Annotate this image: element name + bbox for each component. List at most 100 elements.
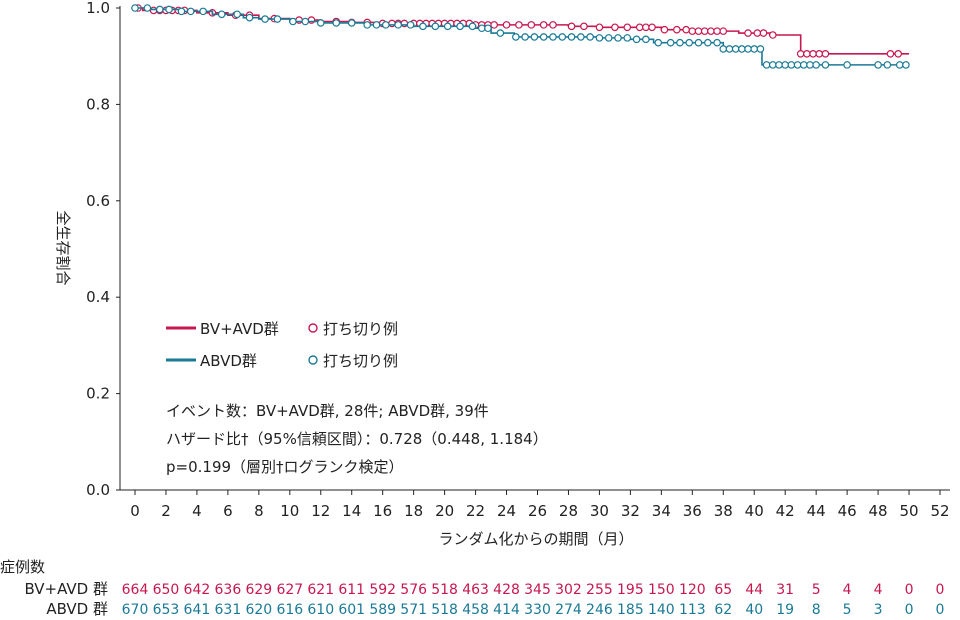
- censor-marker-abvd: [812, 61, 820, 69]
- censor-marker-abvd: [781, 61, 789, 69]
- x-axis-label: ランダム化からの期間（月）: [438, 530, 633, 548]
- censor-marker-abvd: [332, 19, 341, 27]
- risk-value: 631: [215, 602, 242, 618]
- censor-marker-bv-avd: [796, 49, 805, 58]
- censor-marker-abvd: [301, 17, 310, 26]
- censor-marker-abvd: [394, 21, 402, 29]
- legend-censor-marker-bv: [308, 323, 318, 333]
- x-tick-label: 40: [745, 502, 764, 520]
- censor-marker-abvd: [769, 61, 777, 69]
- x-tick-label: 32: [621, 502, 640, 520]
- x-tick-label: 8: [254, 502, 264, 520]
- censor-marker-bv-avd: [580, 22, 588, 31]
- censor-marker-abvd: [586, 33, 594, 41]
- censor-marker-abvd: [165, 5, 173, 14]
- x-tick-label: 22: [466, 502, 485, 520]
- x-tick-label: 36: [683, 502, 702, 520]
- risk-value: 664: [122, 582, 149, 598]
- censor-marker-abvd: [725, 45, 734, 53]
- censor-marker-abvd: [372, 21, 381, 29]
- censor-marker-bv-avd: [567, 22, 576, 31]
- censor-marker-abvd: [431, 22, 440, 31]
- censor-marker-abvd: [316, 19, 325, 27]
- censor-marker-abvd: [614, 34, 622, 42]
- risk-value: 5: [843, 602, 852, 618]
- x-tick-label: 14: [342, 502, 361, 520]
- risk-value: 621: [307, 582, 334, 598]
- risk-value: 518: [431, 602, 458, 618]
- censor-marker-abvd: [744, 45, 752, 53]
- risk-value: 642: [184, 582, 211, 598]
- risk-value: 653: [153, 602, 180, 618]
- censor-marker-abvd: [821, 61, 830, 69]
- risk-value: 5: [812, 582, 821, 598]
- censor-marker-abvd: [530, 33, 539, 41]
- censor-marker-abvd: [595, 34, 604, 42]
- risk-value: 4: [843, 582, 852, 598]
- risk-value: 185: [617, 602, 644, 618]
- risk-value: 302: [555, 582, 582, 598]
- risk-value: 616: [276, 602, 303, 618]
- censor-marker-bv-avd: [549, 21, 557, 29]
- censor-marker-bv-avd: [502, 21, 511, 29]
- risk-value: 611: [338, 582, 365, 598]
- censor-marker-abvd: [567, 33, 576, 41]
- x-tick-label: 20: [435, 502, 454, 520]
- x-tick-label: 24: [497, 502, 516, 520]
- censor-marker-abvd: [131, 4, 139, 12]
- censor-marker-abvd: [521, 33, 529, 41]
- x-tick-label: 52: [930, 502, 949, 520]
- censor-marker-bv-avd: [539, 21, 548, 29]
- risk-value: 463: [462, 582, 489, 598]
- censor-marker-abvd: [347, 19, 356, 27]
- x-tick-label: 38: [714, 502, 733, 520]
- risk-value: 610: [307, 602, 334, 618]
- y-tick-label: 0.4: [86, 288, 110, 306]
- censor-marker-bv-avd: [595, 23, 604, 32]
- censor-marker-abvd: [496, 29, 505, 37]
- y-axis-label: 全生存割合: [54, 210, 72, 285]
- censor-marker-abvd: [623, 34, 632, 42]
- censor-marker-abvd: [843, 61, 851, 69]
- risk-value: 40: [745, 602, 763, 618]
- censor-marker-abvd: [883, 61, 892, 69]
- legend-censor-label-bv: 打ち切り例: [323, 320, 398, 338]
- censor-marker-abvd: [642, 35, 650, 44]
- censor-marker-abvd: [577, 33, 585, 41]
- censor-marker-bv-avd: [707, 27, 715, 35]
- risk-value: 0: [936, 602, 945, 618]
- risk-value: 620: [245, 602, 272, 618]
- censor-marker-bv-avd: [803, 49, 811, 58]
- x-tick-label: 10: [280, 502, 299, 520]
- x-tick-label: 28: [559, 502, 578, 520]
- y-ticks: 0.0 0.2 0.4 0.6 0.8 1.0: [86, 0, 120, 499]
- risk-value: 62: [714, 602, 732, 618]
- risk-value: 0: [905, 602, 914, 618]
- censor-marker-abvd: [685, 38, 694, 47]
- censor-marker-abvd: [456, 22, 464, 31]
- censor-marker-abvd: [539, 33, 548, 41]
- risk-value: 274: [555, 602, 582, 618]
- y-tick-label: 0.8: [86, 95, 110, 113]
- censor-marker-bv-avd: [673, 25, 681, 34]
- risk-row-label-abvd: ABVD 群: [46, 600, 108, 618]
- censor-marker-abvd: [261, 15, 269, 23]
- risk-value: 44: [745, 582, 763, 598]
- censor-marker-abvd: [419, 22, 427, 31]
- censor-marker-bv-avd: [700, 27, 709, 35]
- censor-marker-bv-avd: [886, 49, 895, 58]
- risk-value: 641: [184, 602, 211, 618]
- censor-marker-bv-avd: [759, 29, 768, 37]
- risk-value: 571: [400, 602, 427, 618]
- censor-marker-bv-avd: [660, 25, 669, 34]
- censor-marker-bv-avd: [688, 27, 697, 35]
- censor-marker-abvd: [477, 24, 486, 33]
- legend: BV+AVD群 打ち切り例 ABVD群 打ち切り例: [166, 320, 398, 370]
- hazard-ratio-text: ハザード比†（95%信頼区間）：0.728（0.448, 1.184）: [166, 430, 548, 448]
- censor-marker-abvd: [654, 38, 663, 47]
- censor-marker-bv-avd: [744, 29, 752, 37]
- x-tick-label: 16: [373, 502, 392, 520]
- risk-value: 255: [586, 582, 613, 598]
- legend-censor-marker-abvd: [308, 355, 318, 365]
- risk-table: 症例数 BV+AVD 群 ABVD 群 664 650 642 636 629 627 62…: [0, 558, 944, 618]
